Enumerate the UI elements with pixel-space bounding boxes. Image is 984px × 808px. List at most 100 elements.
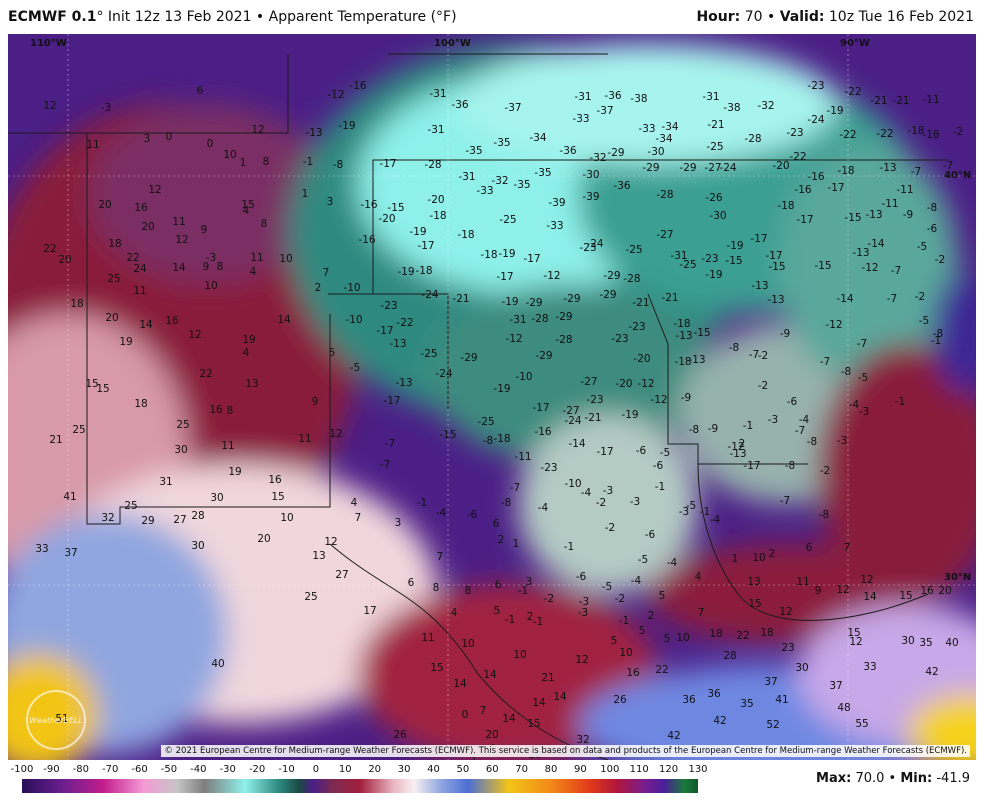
temperature-value: -18 (493, 432, 511, 445)
temperature-value: -17 (532, 401, 550, 414)
temperature-value: -34 (655, 132, 673, 145)
temperature-value: 24 (133, 262, 147, 275)
temperature-value: -2 (914, 290, 926, 303)
temperature-value: -17 (750, 232, 768, 245)
temperature-value: 12 (849, 635, 863, 648)
temperature-value: -37 (596, 104, 614, 117)
temperature-value: 8 (464, 584, 472, 597)
temperature-value: 11 (172, 215, 186, 228)
temperature-value: 12 (324, 535, 338, 548)
temperature-value: 2 (647, 609, 655, 622)
temperature-value: -36 (559, 144, 577, 157)
lat-40-label: 40°N (944, 170, 972, 181)
temperature-value: -6 (786, 395, 798, 408)
temperature-value: -4 (848, 398, 860, 411)
temperature-value: -17 (379, 157, 397, 170)
temperature-value: -8 (728, 341, 740, 354)
temperature-value: -8 (784, 459, 796, 472)
temperature-value: 36 (707, 687, 721, 700)
temperature-value: -15 (439, 428, 457, 441)
temperature-value: 3 (326, 195, 334, 208)
temperature-value: -8 (482, 434, 494, 447)
temperature-value: -31 (427, 123, 445, 136)
temperature-value: -23 (701, 252, 719, 265)
temperature-value: -7 (379, 458, 391, 471)
temperature-value: -35 (513, 178, 531, 191)
temperature-value: -17 (376, 324, 394, 337)
temperature-value: -1 (930, 334, 942, 347)
temperature-value: 14 (863, 590, 877, 603)
temperature-value: -19 (498, 247, 516, 260)
temperature-value: -23 (611, 332, 629, 345)
temperature-value: -27 (580, 375, 598, 388)
temperature-value: -36 (604, 89, 622, 102)
temperature-value: -2 (604, 521, 616, 534)
temperature-value: 4 (350, 496, 358, 509)
temperature-value: 20 (257, 532, 271, 545)
temperature-value: -17 (496, 270, 514, 283)
temperature-value: 0 (165, 130, 173, 143)
temperature-value: 15 (430, 661, 444, 674)
temperature-value: 6 (407, 576, 415, 589)
temperature-value: 5 (493, 604, 501, 617)
temperature-value: -15 (725, 254, 743, 267)
colorbar-tick-label: 50 (456, 764, 470, 775)
valid-value: 10z Tue 16 Feb 2021 (828, 9, 974, 25)
temperature-value: -29 (563, 292, 581, 305)
temperature-value: 12 (575, 653, 589, 666)
temperature-value: 31 (159, 475, 173, 488)
temperature-value: -31 (702, 90, 720, 103)
temperature-value: 4 (694, 570, 702, 583)
temperature-value: 42 (925, 665, 939, 678)
temperature-value: -12 (505, 332, 523, 345)
temperature-value: -21 (870, 94, 888, 107)
map-background (8, 34, 976, 760)
temperature-value: 8 (262, 155, 270, 168)
map-header: ECMWF 0.1° Init 12z 13 Feb 2021 • Appare… (0, 0, 984, 34)
temperature-value: -20 (427, 193, 445, 206)
temperature-value: -7 (748, 348, 760, 361)
lat-30-label: 30°N (944, 572, 972, 583)
temperature-value: -7 (384, 437, 396, 450)
max-label: Max: (816, 771, 852, 786)
temperature-value: -3 (577, 606, 589, 619)
temperature-value: 0 (206, 137, 214, 150)
temperature-value: -16 (534, 425, 552, 438)
temperature-value: 18 (70, 297, 84, 310)
temperature-value: 15 (527, 717, 541, 730)
temperature-value: -2 (543, 592, 555, 605)
temperature-value: 14 (453, 677, 467, 690)
temperature-value: 41 (63, 490, 77, 503)
weatherbell-logo: WeatherBELL (26, 690, 86, 750)
temperature-value: -28 (424, 158, 442, 171)
temperature-value: -1 (654, 480, 666, 493)
temperature-value: -17 (417, 239, 435, 252)
temperature-value: -3 (602, 484, 614, 497)
temperature-value: 27 (335, 568, 349, 581)
temperature-value: 2 (497, 533, 505, 546)
temperature-value: -28 (656, 188, 674, 201)
temperature-value: -20 (633, 352, 651, 365)
temperature-value: 42 (713, 714, 727, 727)
temperature-value: 7 (479, 704, 487, 717)
hour-value: 70 (744, 9, 763, 25)
temperature-value: -13 (305, 126, 323, 139)
temperature-value: -2 (819, 464, 831, 477)
temperature-value: -13 (879, 161, 897, 174)
temperature-value: -15 (814, 259, 832, 272)
temperature-value: -13 (389, 337, 407, 350)
temperature-value: -9 (779, 327, 791, 340)
temperature-value: -18 (457, 228, 475, 241)
temperature-value: -31 (458, 170, 476, 183)
temperature-value: 3 (143, 132, 151, 145)
colorbar-tick-label: 0 (312, 764, 320, 775)
temperature-value: 30 (901, 634, 915, 647)
colorbar-tick-label: -10 (278, 764, 295, 775)
temperature-value: -13 (865, 208, 883, 221)
temperature-value: 21 (541, 671, 555, 684)
temperature-value: -17 (523, 252, 541, 265)
temperature-value: -8 (840, 365, 852, 378)
temperature-value: 12 (329, 427, 343, 440)
temperature-value: -5 (637, 553, 649, 566)
temperature-value: -4 (435, 506, 447, 519)
